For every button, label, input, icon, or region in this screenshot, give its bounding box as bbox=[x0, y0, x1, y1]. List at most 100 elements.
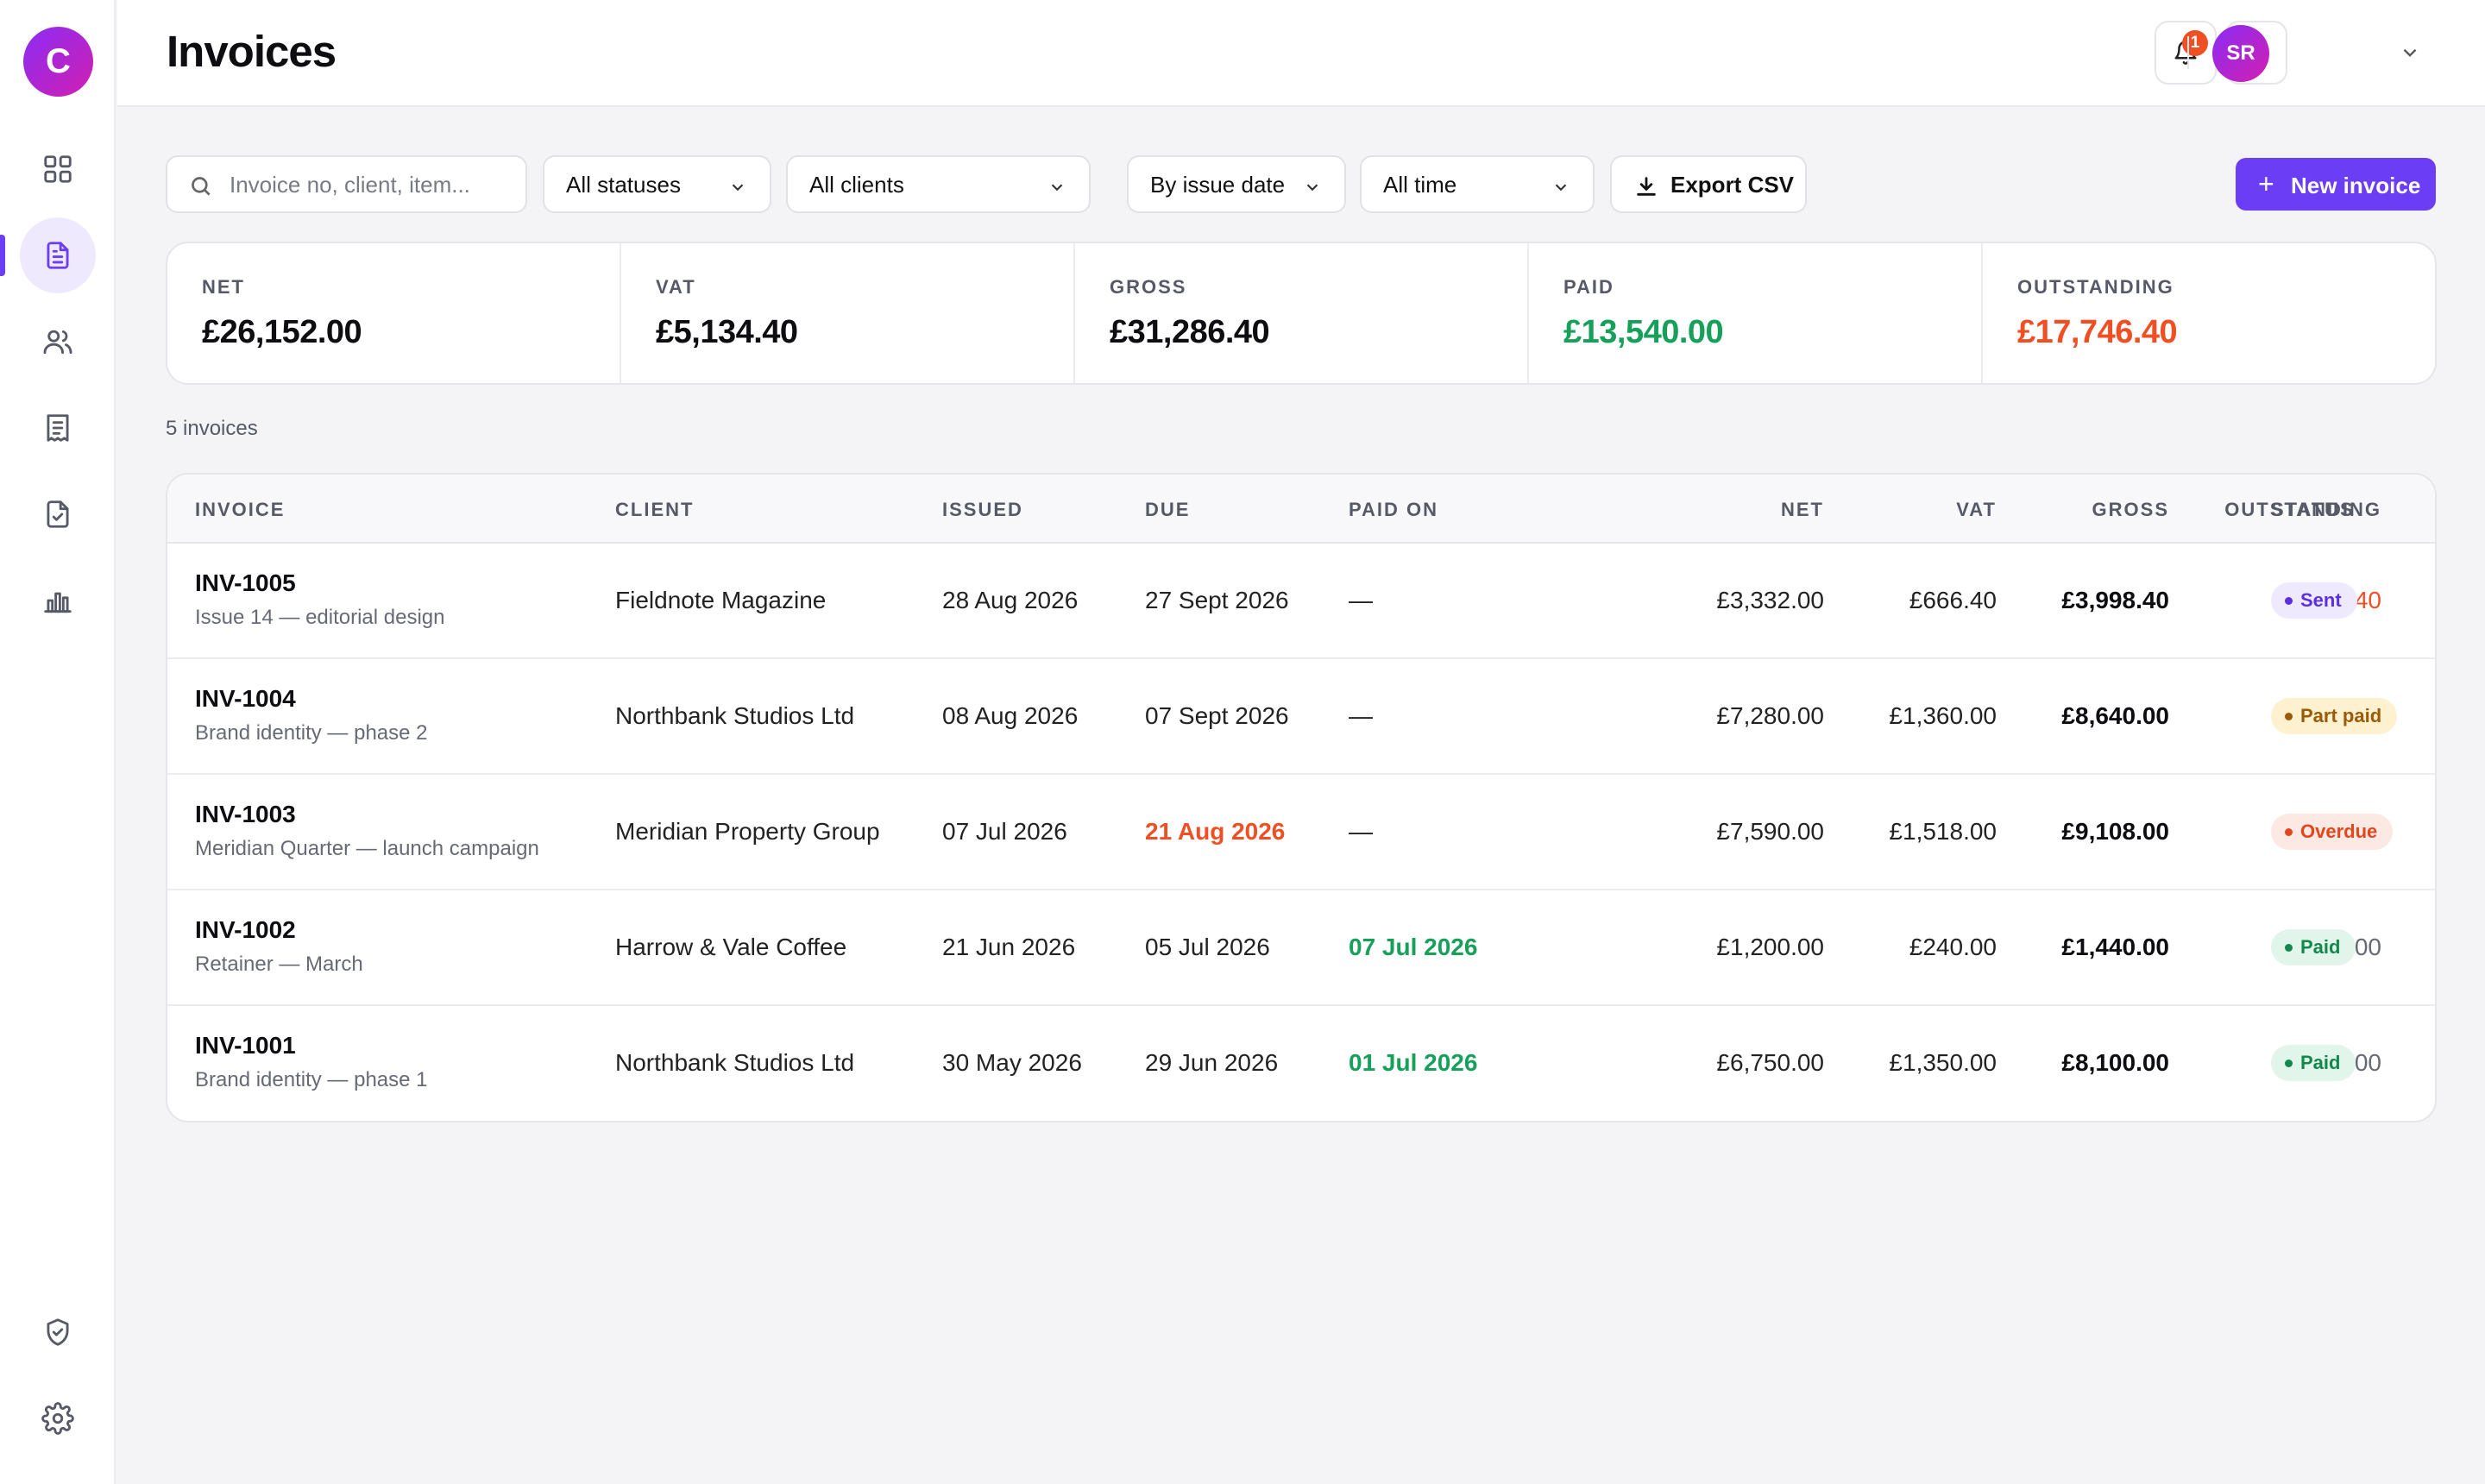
gross-cell: £8,100.00 bbox=[2061, 1049, 2169, 1076]
column-header[interactable]: STATUS bbox=[2271, 499, 2355, 520]
invoice-number[interactable]: INV-1004 bbox=[195, 685, 296, 712]
summary-label: OUTSTANDING bbox=[2017, 276, 2174, 298]
invoice-number[interactable]: INV-1001 bbox=[195, 1032, 296, 1059]
net-cell: £7,280.00 bbox=[1716, 702, 1824, 729]
sidebar-item-clients[interactable] bbox=[20, 304, 96, 380]
document-icon bbox=[47, 242, 69, 269]
table-header: INVOICE CLIENT ISSUED DUE PAID ON NET VA… bbox=[167, 475, 2435, 544]
summary-value: £26,152.00 bbox=[202, 314, 362, 350]
column-header[interactable]: VAT bbox=[1956, 499, 1997, 520]
export-csv-label: Export CSV bbox=[1670, 172, 1795, 198]
summary-paid: PAID £13,540.00 bbox=[1529, 243, 1983, 383]
column-header[interactable]: CLIENT bbox=[615, 499, 695, 520]
paid-on-cell: — bbox=[1349, 702, 1373, 729]
status-badge: Paid bbox=[2271, 1045, 2356, 1081]
net-cell: £1,200.00 bbox=[1716, 934, 1824, 960]
grid-icon bbox=[44, 155, 72, 183]
period-value: All time bbox=[1383, 172, 1457, 198]
sidebar-item-settings[interactable] bbox=[20, 1380, 96, 1456]
paid-on-cell: 01 Jul 2026 bbox=[1349, 1049, 1478, 1076]
column-header[interactable]: GROSS bbox=[2092, 499, 2169, 520]
table-row[interactable]: INV-1003 Meridian Quarter — launch campa… bbox=[167, 775, 2435, 890]
column-header[interactable]: INVOICE bbox=[195, 499, 286, 520]
column-header[interactable]: NET bbox=[1781, 499, 1824, 520]
sidebar-item-reports[interactable] bbox=[20, 476, 96, 552]
invoices-table: INVOICE CLIENT ISSUED DUE PAID ON NET VA… bbox=[166, 473, 2437, 1122]
status-filter-value: All statuses bbox=[566, 172, 681, 198]
due-cell: 21 Aug 2026 bbox=[1145, 818, 1286, 845]
paid-on-cell: — bbox=[1349, 818, 1373, 845]
table-row[interactable]: INV-1005 Issue 14 — editorial design Fie… bbox=[167, 544, 2435, 659]
summary-card: NET £26,152.00 VAT £5,134.40 GROSS £31,2… bbox=[166, 242, 2437, 385]
issued-cell: 21 Jun 2026 bbox=[942, 934, 1076, 960]
gross-cell: £8,640.00 bbox=[2061, 702, 2169, 729]
sidebar-item-invoices[interactable] bbox=[20, 217, 96, 293]
table-row[interactable]: INV-1004 Brand identity — phase 2 Northb… bbox=[167, 659, 2435, 775]
table-row[interactable]: INV-1002 Retainer — March Harrow & Vale … bbox=[167, 890, 2435, 1006]
sidebar-item-receipts[interactable] bbox=[20, 390, 96, 466]
invoice-description: Retainer — March bbox=[195, 953, 363, 976]
invoice-number[interactable]: INV-1003 bbox=[195, 801, 296, 827]
sidebar-item-dashboard[interactable] bbox=[20, 131, 96, 207]
net-cell: £3,332.00 bbox=[1716, 587, 1824, 613]
report-icon bbox=[47, 500, 69, 528]
gross-cell: £3,998.40 bbox=[2061, 587, 2169, 613]
issued-cell: 07 Jul 2026 bbox=[942, 818, 1067, 845]
column-header[interactable]: OUTSTANDING bbox=[2224, 499, 2381, 520]
issued-cell: 28 Aug 2026 bbox=[942, 587, 1079, 613]
search-field[interactable] bbox=[166, 155, 527, 213]
chevron-down-icon bbox=[732, 184, 744, 192]
client-cell: Northbank Studios Ltd bbox=[615, 702, 855, 729]
column-header[interactable]: ISSUED bbox=[942, 499, 1023, 520]
summary-net: NET £26,152.00 bbox=[167, 243, 621, 383]
client-cell: Meridian Property Group bbox=[615, 818, 880, 845]
sort-select[interactable]: By issue date bbox=[1127, 155, 1346, 213]
vat-cell: £666.40 bbox=[1909, 587, 1997, 613]
search-icon bbox=[192, 177, 211, 196]
export-csv-button[interactable]: Export CSV bbox=[1610, 155, 1807, 213]
column-header[interactable]: PAID ON bbox=[1349, 499, 1439, 520]
summary-label: GROSS bbox=[1110, 276, 1187, 298]
app-logo[interactable]: C bbox=[23, 27, 93, 97]
client-filter-select[interactable]: All clients bbox=[786, 155, 1091, 213]
column-header[interactable]: DUE bbox=[1145, 499, 1191, 520]
vat-cell: £1,518.00 bbox=[1889, 818, 1997, 845]
summary-value: £5,134.40 bbox=[656, 314, 798, 350]
issued-cell: 08 Aug 2026 bbox=[942, 702, 1079, 729]
search-input[interactable] bbox=[230, 167, 514, 202]
chevron-down-icon bbox=[1306, 184, 1318, 192]
status-badge: Overdue bbox=[2271, 814, 2394, 850]
vat-cell: £1,360.00 bbox=[1889, 702, 1997, 729]
invoice-number[interactable]: INV-1002 bbox=[195, 916, 296, 943]
plus-icon: + bbox=[2258, 168, 2274, 199]
summary-value: £13,540.00 bbox=[1563, 314, 1724, 350]
summary-vat: VAT £5,134.40 bbox=[621, 243, 1075, 383]
summary-label: PAID bbox=[1563, 276, 1614, 298]
page-title: Invoices bbox=[167, 27, 337, 76]
active-indicator bbox=[0, 235, 5, 276]
notification-count-badge: 1 bbox=[2182, 30, 2208, 56]
client-cell: Northbank Studios Ltd bbox=[615, 1049, 855, 1076]
new-invoice-button[interactable]: + New invoice bbox=[2236, 158, 2436, 211]
receipt-icon bbox=[47, 414, 69, 442]
summary-label: NET bbox=[202, 276, 245, 298]
status-filter-select[interactable]: All statuses bbox=[543, 155, 771, 213]
paid-on-cell: 07 Jul 2026 bbox=[1349, 934, 1478, 960]
sidebar-item-analytics[interactable] bbox=[20, 563, 96, 638]
vat-cell: £240.00 bbox=[1909, 934, 1997, 960]
table-row[interactable]: INV-1001 Brand identity — phase 1 Northb… bbox=[167, 1006, 2435, 1121]
summary-value: £31,286.40 bbox=[1110, 314, 1270, 350]
sidebar-item-security[interactable] bbox=[20, 1294, 96, 1370]
user-menu-chevron[interactable] bbox=[2399, 41, 2421, 64]
summary-label: VAT bbox=[656, 276, 696, 298]
invoice-count: 5 invoices bbox=[166, 417, 258, 440]
period-select[interactable]: All time bbox=[1360, 155, 1595, 213]
summary-gross: GROSS £31,286.40 bbox=[1075, 243, 1529, 383]
user-avatar[interactable]: SR bbox=[2212, 25, 2269, 82]
invoice-number[interactable]: INV-1005 bbox=[195, 569, 296, 596]
bar-chart-icon bbox=[44, 592, 72, 613]
invoice-description: Issue 14 — editorial design bbox=[195, 606, 445, 629]
due-cell: 29 Jun 2026 bbox=[1145, 1049, 1279, 1076]
notifications-button[interactable]: 1 bbox=[2155, 21, 2217, 85]
net-cell: £7,590.00 bbox=[1716, 818, 1824, 845]
